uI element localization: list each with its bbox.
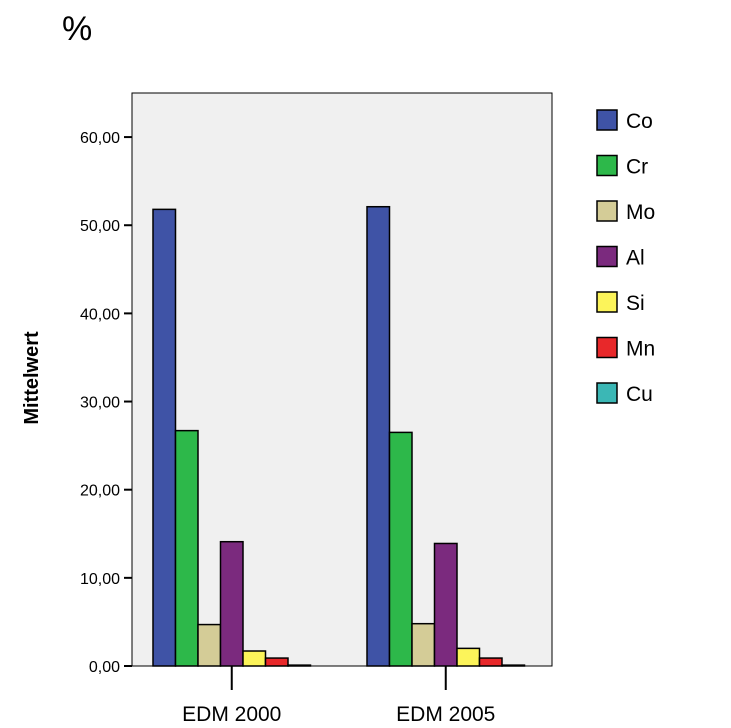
legend-swatch-cu [596, 382, 618, 404]
bar-cu-2 [501, 664, 526, 667]
x-tick-label: EDM 2000 [182, 703, 281, 726]
legend-label-cr: Cr [626, 156, 648, 179]
legend-label-mn: Mn [626, 338, 655, 361]
bar-si-1 [242, 650, 267, 667]
x-axis: EDM 2000 EDM 2005 [182, 666, 495, 726]
bar-mn-1 [264, 657, 289, 667]
legend-label-al: Al [626, 247, 645, 270]
bar-co-1 [152, 208, 177, 667]
legend-swatch-si [596, 291, 618, 313]
bar-mo-1 [197, 623, 222, 667]
y-tick-label: 0,00 [89, 659, 120, 676]
plot-area [131, 92, 553, 667]
legend-swatch-cr [596, 154, 618, 177]
y-axis: 0,00 10,00 20,00 30,00 40,00 50,00 60,00 [80, 130, 132, 676]
y-tick-label: 40,00 [80, 306, 120, 323]
y-tick-label: 50,00 [80, 218, 120, 235]
bar-cr-2 [388, 431, 413, 667]
bar-mo-2 [411, 622, 436, 667]
bars [152, 205, 526, 667]
bar-si-2 [456, 647, 481, 667]
legend-label-mo: Mo [626, 201, 655, 224]
y-axis-label: Mittelwert [21, 331, 43, 425]
unit-label: % [62, 10, 93, 48]
y-tick-label: 30,00 [80, 395, 120, 412]
legend: Co Cr Mo Al Si Mn Cu [596, 109, 655, 406]
legend-swatch-mo [596, 200, 618, 222]
bar-co-2 [366, 205, 391, 667]
legend-swatch-mn [596, 336, 618, 359]
legend-label-si: Si [626, 292, 645, 315]
y-tick-label: 10,00 [80, 571, 120, 588]
bar-mn-2 [478, 657, 503, 667]
legend-label-co: Co [626, 110, 653, 133]
bar-cr-1 [174, 429, 199, 667]
legend-swatch-co [596, 109, 618, 131]
x-tick-label: EDM 2005 [396, 703, 495, 726]
y-tick-label: 20,00 [80, 483, 120, 500]
bar-al-1 [219, 540, 244, 667]
bar-al-2 [433, 542, 458, 667]
y-tick-label: 60,00 [80, 130, 120, 147]
legend-swatch-al [596, 245, 618, 268]
bar-cu-1 [287, 664, 312, 667]
legend-label-cu: Cu [626, 383, 653, 406]
